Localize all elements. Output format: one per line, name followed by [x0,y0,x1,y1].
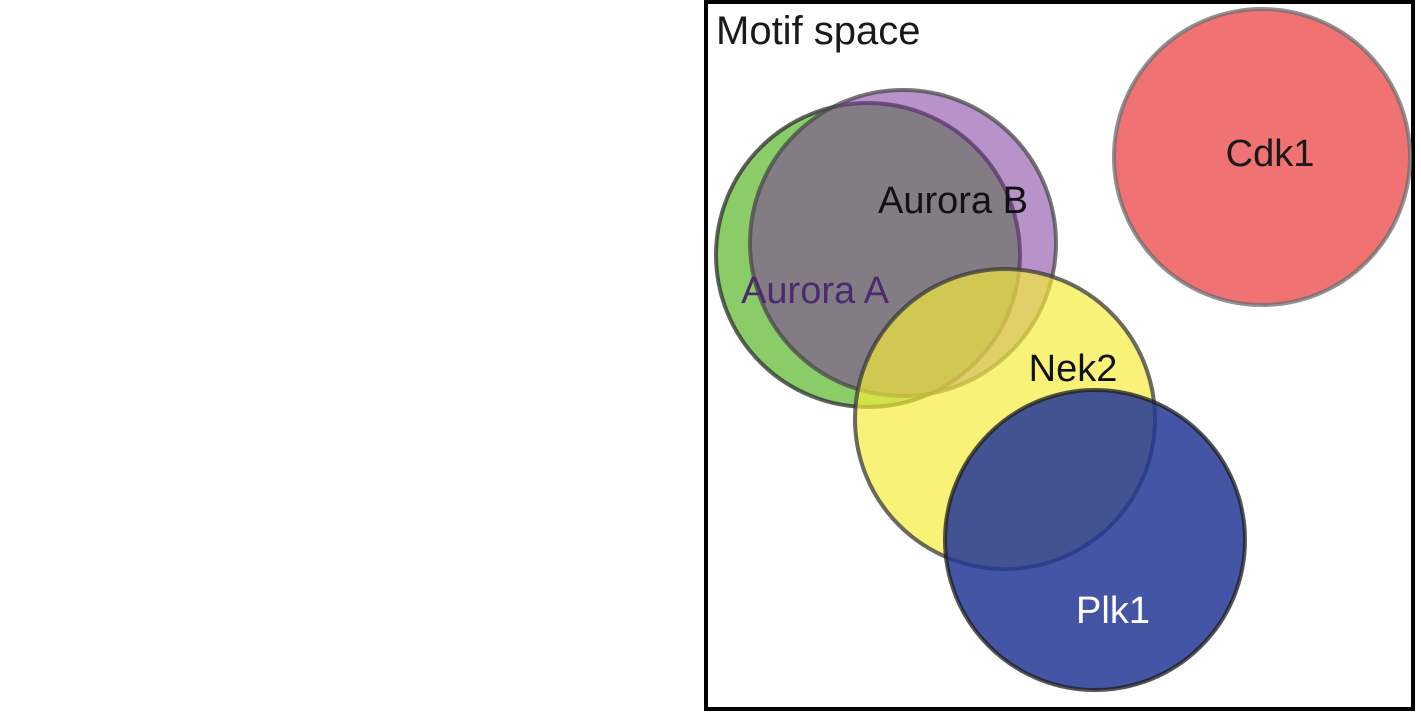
cdk1-circle [1112,7,1412,307]
plk1-label: Plk1 [1076,590,1150,632]
plk1-circle [943,388,1247,692]
aurora-b-label: Aurora B [878,180,1028,222]
nek2-label: Nek2 [1029,348,1118,390]
aurora-a-label: Aurora A [741,270,890,312]
diagram-title: Motif space [716,9,921,53]
cdk1-label: Cdk1 [1226,133,1315,175]
